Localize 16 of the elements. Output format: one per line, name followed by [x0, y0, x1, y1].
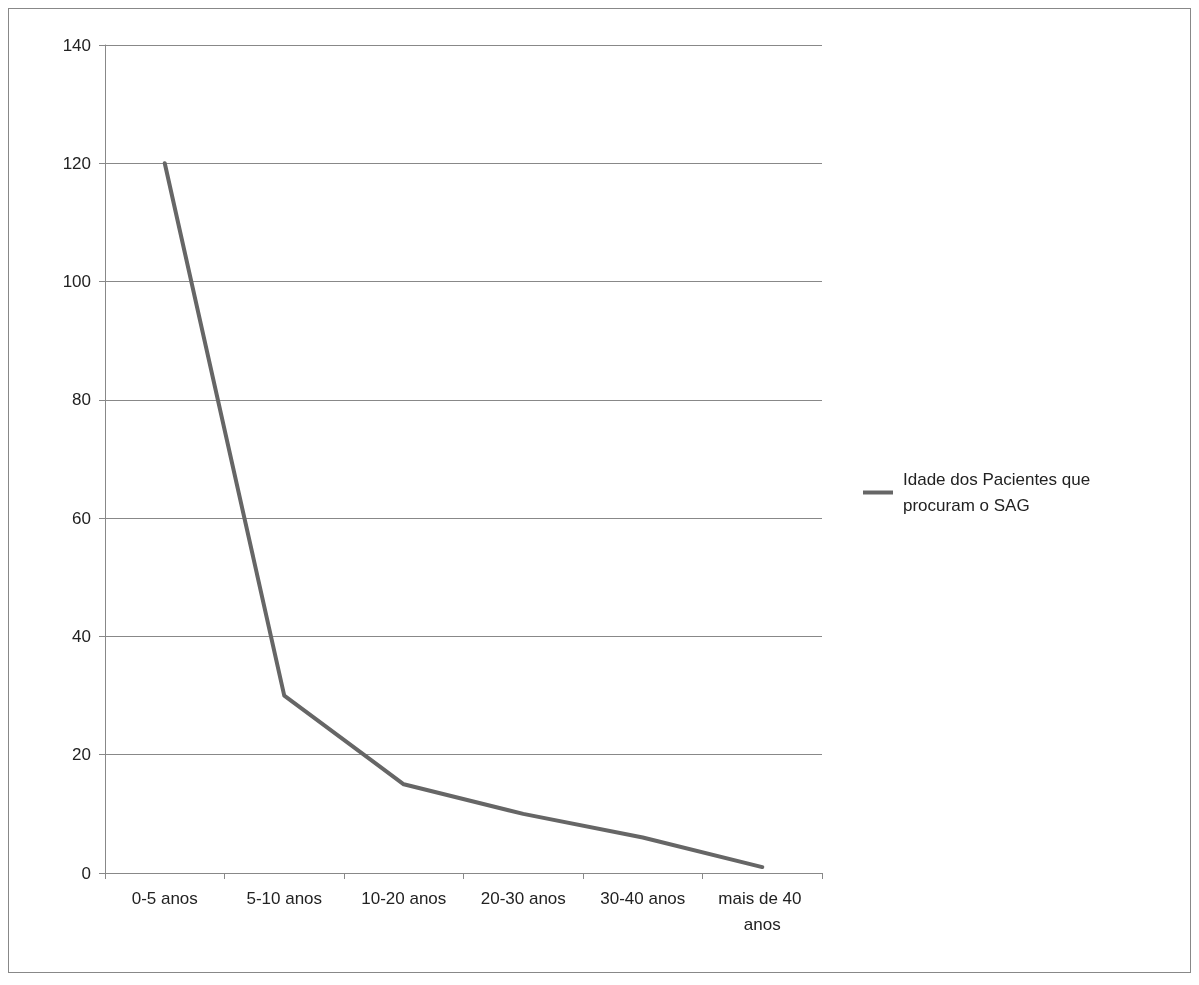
line-series: [162, 161, 765, 870]
y-tick-label: 120: [62, 153, 91, 173]
y-tick-label: 20: [72, 745, 91, 765]
y-tick-label: 40: [72, 626, 91, 646]
x-tick-label: 10-20 anos: [361, 888, 447, 908]
x-tick-label: 0-5 anos: [131, 888, 198, 908]
y-tick-label: 100: [62, 272, 91, 292]
legend-label: Idade dos Pacientes que procuram o SAG: [903, 470, 1095, 515]
y-tick-label: 140: [62, 35, 91, 55]
y-tick-label: 80: [72, 390, 91, 410]
x-tick-label: 5-10 anos: [246, 888, 323, 908]
y-tick-label: 60: [72, 508, 91, 528]
x-tick-label: 30-40 anos: [600, 888, 686, 908]
x-tick-label: mais de 40 anos: [718, 888, 807, 934]
y-tick-label: 0: [81, 863, 91, 883]
x-tick-label: 20-30 anos: [480, 888, 566, 908]
